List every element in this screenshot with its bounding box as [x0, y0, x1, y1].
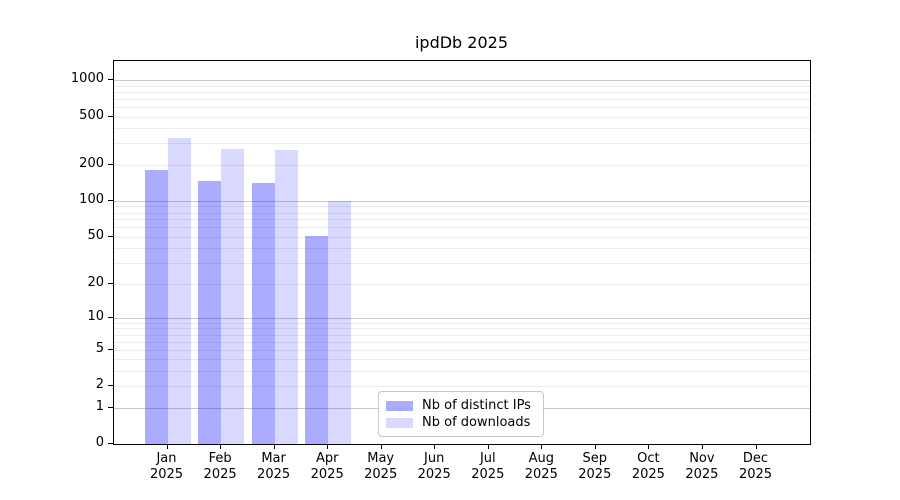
x-tick-mark-may [380, 445, 382, 449]
y-gridline-minor-500 [114, 116, 810, 118]
y-gridline-minor-600 [114, 106, 810, 108]
x-tick-mark-oct [648, 445, 650, 449]
x-tick-mark-sep [594, 445, 596, 449]
y-gridline-minor-7 [114, 334, 810, 336]
y-tick-mark-10 [108, 316, 113, 318]
y-tick-label-0: 0 [95, 435, 104, 450]
bar-mar-nb-of-downloads [274, 150, 298, 444]
bar-apr-nb-of-distinct-ips [305, 235, 329, 444]
y-gridline-minor-4 [114, 359, 810, 361]
y-gridline-minor-900 [114, 85, 810, 87]
y-gridline-minor-80 [114, 212, 810, 214]
y-tick-mark-100 [108, 199, 113, 201]
x-tick-label-feb: Feb 2025 [203, 451, 237, 482]
y-tick-mark-20 [108, 282, 113, 284]
y-tick-mark-0 [108, 443, 113, 444]
y-tick-label-1000: 1000 [70, 71, 104, 86]
y-tick-mark-1000 [108, 79, 113, 80]
y-tick-mark-50 [108, 235, 113, 237]
y-tick-label-5: 5 [95, 340, 104, 356]
y-gridline-minor-20 [114, 283, 810, 285]
x-tick-label-jan: Jan 2025 [149, 451, 184, 482]
y-gridline-minor-200 [114, 164, 810, 166]
x-tick-label-apr: Apr 2025 [310, 451, 344, 482]
y-gridline-major-100 [114, 200, 810, 202]
y-tick-label-20: 20 [87, 274, 104, 290]
y-tick-mark-1 [108, 406, 113, 408]
legend: Nb of distinct IPs Nb of downloads [378, 391, 544, 437]
bar-feb-nb-of-distinct-ips [198, 180, 222, 444]
y-gridline-minor-50 [114, 236, 810, 238]
y-gridline-minor-8 [114, 328, 810, 330]
legend-label-distinct-ips: Nb of distinct IPs [422, 398, 531, 413]
y-gridline-minor-6 [114, 341, 810, 343]
x-tick-label-jul: Jul 2025 [471, 451, 505, 482]
bar-apr-nb-of-downloads [328, 200, 352, 444]
y-gridline-minor-700 [114, 98, 810, 100]
bar-mar-nb-of-distinct-ips [251, 183, 275, 444]
y-tick-label-500: 500 [79, 107, 104, 123]
legend-swatch-downloads-icon [386, 417, 413, 428]
chart-title: ipdDb 2025 [414, 33, 509, 52]
bar-jan-nb-of-distinct-ips [144, 169, 168, 444]
legend-row-downloads: Nb of downloads [386, 414, 543, 431]
y-tick-label-200: 200 [79, 155, 104, 171]
x-tick-label-aug: Aug 2025 [524, 451, 558, 482]
y-tick-label-1: 1 [95, 398, 104, 414]
x-tick-label-oct: Oct 2025 [631, 451, 665, 482]
bar-jan-nb-of-downloads [167, 138, 191, 444]
y-tick-label-10: 10 [87, 308, 104, 324]
bar-feb-nb-of-downloads [221, 148, 245, 444]
y-gridline-minor-5 [114, 349, 810, 351]
y-tick-mark-5 [108, 348, 113, 350]
y-gridline-minor-70 [114, 219, 810, 221]
y-gridline-minor-3 [114, 371, 810, 372]
x-tick-label-mar: Mar 2025 [257, 451, 291, 482]
y-gridline-minor-60 [114, 227, 810, 229]
x-tick-mark-jun [434, 445, 436, 449]
x-tick-label-sep: Sep 2025 [578, 451, 612, 482]
x-tick-mark-nov [701, 445, 703, 449]
x-tick-mark-feb [220, 445, 222, 449]
y-gridline-minor-800 [114, 91, 810, 93]
x-tick-mark-jan [166, 445, 168, 449]
x-tick-mark-aug [541, 445, 543, 449]
y-tick-mark-200 [108, 163, 113, 165]
y-tick-label-100: 100 [79, 191, 104, 207]
x-tick-label-dec: Dec 2025 [738, 451, 773, 482]
x-tick-label-nov: Nov 2025 [685, 451, 719, 482]
y-gridline-major-10 [114, 317, 810, 319]
y-gridline-minor-2 [114, 386, 810, 388]
y-gridline-minor-9 [114, 322, 810, 324]
x-tick-mark-mar [273, 445, 275, 449]
legend-swatch-distinct-ips-icon [386, 400, 413, 411]
y-gridline-minor-30 [114, 263, 810, 265]
y-gridline-minor-40 [114, 248, 810, 250]
y-gridline-minor-400 [114, 128, 810, 130]
x-tick-mark-apr [327, 445, 329, 449]
y-tick-mark-2 [108, 385, 113, 387]
y-gridline-major-1000 [114, 80, 810, 81]
y-gridline-minor-90 [114, 206, 810, 208]
legend-row-distinct-ips: Nb of distinct IPs [386, 397, 543, 414]
plot-area: Nb of distinct IPs Nb of downloads [113, 60, 811, 445]
x-tick-mark-dec [755, 445, 757, 449]
x-tick-mark-jul [487, 445, 489, 449]
y-tick-mark-500 [108, 115, 113, 117]
y-tick-label-2: 2 [95, 377, 104, 393]
y-tick-label-50: 50 [87, 227, 104, 243]
x-tick-label-jun: Jun 2025 [417, 451, 451, 482]
y-gridline-minor-300 [114, 143, 810, 145]
x-tick-label-may: May 2025 [364, 451, 398, 482]
legend-label-downloads: Nb of downloads [422, 415, 531, 430]
